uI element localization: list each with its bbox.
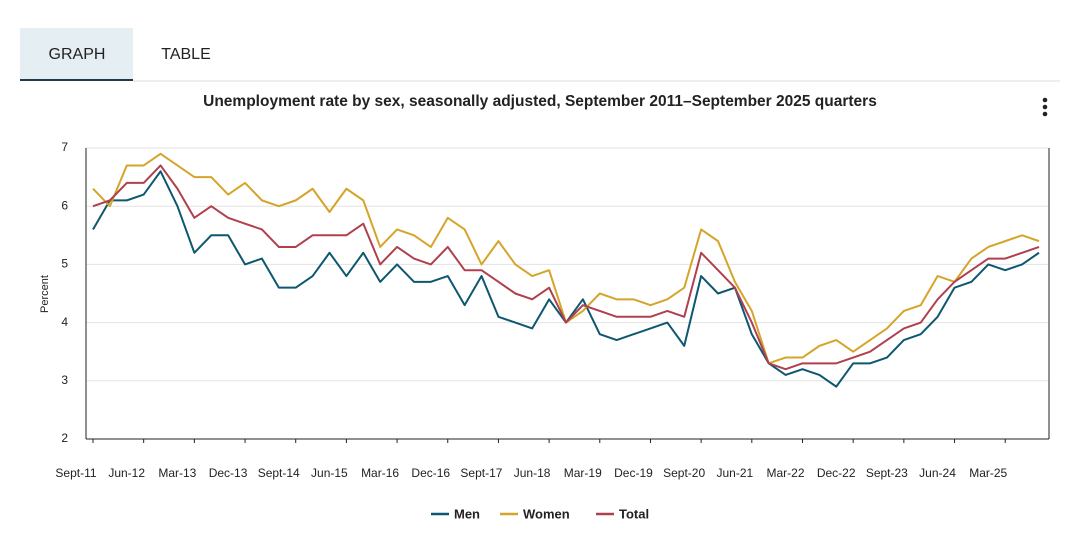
- y-tick-label: 4: [61, 315, 68, 329]
- x-tick-label: Mar-16: [361, 466, 399, 480]
- data-line: [92, 164, 1040, 371]
- x-tick-label: Sept-17: [460, 466, 502, 480]
- x-tick-label: Jun-21: [716, 466, 753, 480]
- x-tick-label: Jun-12: [108, 466, 145, 480]
- y-tick-label: 6: [61, 198, 68, 212]
- x-tick-label: Jun-24: [919, 466, 956, 480]
- tab-label[interactable]: GRAPH: [49, 46, 106, 63]
- graph-tab[interactable]: [20, 28, 133, 80]
- x-tick-label: Mar-19: [564, 466, 602, 480]
- y-tick-label: 5: [61, 257, 68, 271]
- data-line: [92, 170, 1040, 388]
- y-axis-label: Percent: [39, 275, 51, 313]
- x-tick-label: Mar-25: [969, 466, 1007, 480]
- legend-label: Women: [523, 506, 570, 521]
- legend-label: Men: [454, 506, 480, 521]
- legend-label: Total: [619, 506, 649, 521]
- x-tick-label: Sept-20: [663, 466, 705, 480]
- x-tick-label: Sept-23: [866, 466, 908, 480]
- x-tick-label: Dec-13: [209, 466, 248, 480]
- menu-icon[interactable]: [1042, 97, 1048, 117]
- x-tick-label: Sept-14: [258, 466, 300, 480]
- tab-label[interactable]: TABLE: [161, 46, 211, 63]
- y-tick-label: 3: [61, 373, 68, 387]
- x-tick-label: Dec-19: [614, 466, 653, 480]
- x-tick-label: Mar-13: [158, 466, 196, 480]
- x-tick-label: Jun-15: [311, 466, 348, 480]
- x-tick-label: Dec-22: [817, 466, 856, 480]
- y-tick-label: 2: [61, 431, 68, 445]
- y-tick-label: 7: [61, 140, 68, 154]
- x-tick-label: Mar-22: [766, 466, 804, 480]
- x-tick-label: Dec-16: [411, 466, 450, 480]
- chart-title: Unemployment rate by sex, seasonally adj…: [203, 93, 877, 110]
- x-tick-label: Jun-18: [514, 466, 551, 480]
- x-tick-label: Sept-11: [55, 466, 96, 480]
